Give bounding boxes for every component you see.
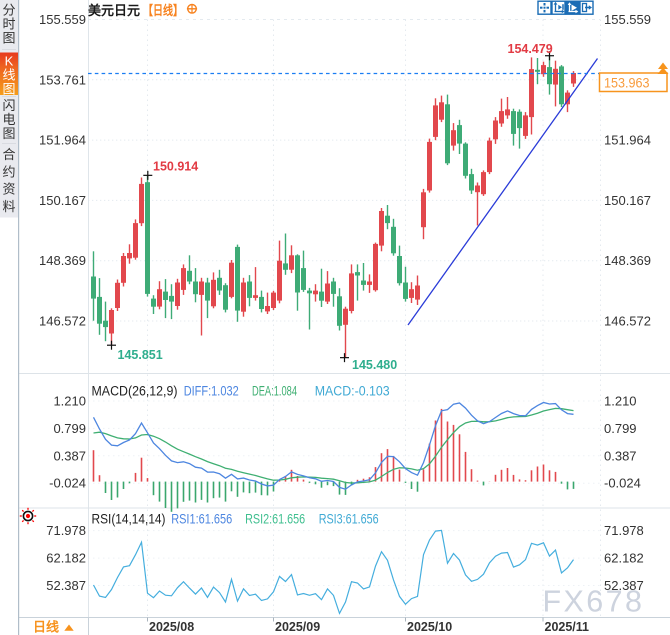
svg-text:71.978: 71.978 — [604, 523, 644, 538]
svg-text:153.963: 153.963 — [604, 75, 650, 91]
svg-text:RSI1:61.656: RSI1:61.656 — [171, 512, 232, 527]
svg-text:-0.024: -0.024 — [49, 476, 86, 491]
svg-text:合: 合 — [2, 147, 15, 162]
svg-text:0.387: 0.387 — [604, 448, 637, 463]
svg-text:MACD(26,12,9): MACD(26,12,9) — [92, 384, 178, 399]
svg-text:料: 料 — [2, 199, 15, 214]
svg-text:MACD:-0.103: MACD:-0.103 — [315, 384, 390, 399]
svg-text:【日线】: 【日线】 — [143, 3, 183, 18]
svg-text:150.914: 150.914 — [153, 160, 198, 174]
svg-text:闪: 闪 — [2, 98, 15, 113]
svg-text:145.480: 145.480 — [352, 358, 397, 372]
svg-text:2025/08: 2025/08 — [149, 620, 194, 634]
svg-text:153.761: 153.761 — [39, 72, 86, 87]
svg-text:RSI3:61.656: RSI3:61.656 — [319, 512, 379, 527]
svg-text:分: 分 — [2, 3, 15, 18]
svg-text:1.210: 1.210 — [53, 394, 86, 409]
svg-text:FX678: FX678 — [543, 585, 645, 619]
svg-text:2025/11: 2025/11 — [545, 620, 590, 634]
svg-text:0.799: 0.799 — [604, 421, 637, 436]
svg-text:图: 图 — [2, 82, 15, 97]
svg-text:148.369: 148.369 — [39, 253, 86, 268]
svg-text:时: 时 — [2, 17, 15, 32]
svg-text:2025/09: 2025/09 — [275, 620, 320, 634]
svg-text:-0.024: -0.024 — [604, 476, 641, 491]
svg-text:K: K — [5, 54, 14, 69]
svg-text:155.559: 155.559 — [39, 12, 86, 27]
svg-text:62.182: 62.182 — [46, 551, 86, 566]
svg-text:1.210: 1.210 — [604, 394, 637, 409]
svg-text:日线: 日线 — [33, 620, 59, 635]
svg-text:71.978: 71.978 — [46, 523, 86, 538]
svg-text:2025/10: 2025/10 — [407, 620, 452, 634]
svg-text:0.387: 0.387 — [53, 448, 86, 463]
svg-text:62.182: 62.182 — [604, 551, 644, 566]
svg-text:150.167: 150.167 — [39, 193, 86, 208]
svg-text:约: 约 — [2, 164, 15, 179]
svg-text:155.559: 155.559 — [604, 12, 651, 27]
svg-text:154.479: 154.479 — [508, 42, 553, 56]
svg-text:线: 线 — [2, 68, 15, 83]
svg-text:145.851: 145.851 — [118, 348, 163, 362]
svg-text:DIFF:1.032: DIFF:1.032 — [184, 384, 239, 399]
svg-text:146.572: 146.572 — [39, 314, 86, 329]
svg-text:0.799: 0.799 — [53, 421, 86, 436]
svg-text:151.964: 151.964 — [604, 133, 651, 148]
svg-text:RSI2:61.656: RSI2:61.656 — [245, 512, 305, 527]
svg-text:DEA:1.084: DEA:1.084 — [252, 384, 297, 399]
svg-text:148.369: 148.369 — [604, 253, 651, 268]
svg-text:美元日元: 美元日元 — [88, 3, 140, 18]
svg-text:电: 电 — [2, 112, 15, 127]
svg-text:图: 图 — [2, 126, 15, 141]
svg-text:RSI(14,14,14): RSI(14,14,14) — [92, 512, 166, 527]
svg-text:150.167: 150.167 — [604, 193, 651, 208]
svg-text:151.964: 151.964 — [39, 133, 86, 148]
svg-text:146.572: 146.572 — [604, 314, 651, 329]
svg-text:52.387: 52.387 — [604, 578, 644, 593]
svg-text:图: 图 — [2, 31, 15, 46]
svg-text:52.387: 52.387 — [46, 578, 86, 593]
svg-text:资: 资 — [2, 182, 15, 197]
